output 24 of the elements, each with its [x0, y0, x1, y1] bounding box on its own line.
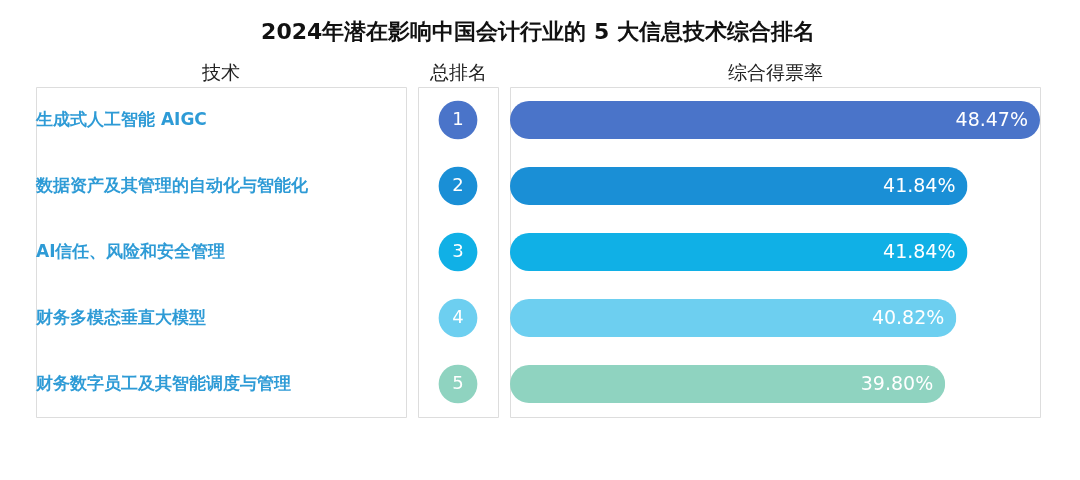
text: 3 — [452, 240, 464, 261]
bar — [510, 299, 957, 337]
text: 2 — [452, 174, 464, 195]
y-tick-label: AI信任、风险和安全管理 — [36, 241, 226, 261]
text: 5 — [452, 372, 464, 393]
y-tick-label: 财务多模态垂直大模型 — [35, 307, 206, 327]
data-label: 40.82% — [871, 306, 945, 328]
text: 总排名 — [428, 61, 487, 83]
bar — [510, 101, 1040, 139]
data-label: 48.47% — [955, 108, 1028, 130]
text: 4 — [452, 306, 464, 327]
data-label: 39.80% — [860, 372, 934, 394]
y-tick-label: 财务数字员工及其智能调度与管理 — [35, 373, 291, 393]
y-tick-label: 生成式人工智能 AIGC — [35, 109, 207, 129]
text: 技术 — [201, 61, 240, 83]
bar — [510, 233, 968, 271]
text: 综合得票率 — [727, 61, 823, 83]
bar — [510, 365, 946, 403]
data-label: 41.84% — [883, 174, 956, 196]
data-label: 41.84% — [883, 240, 956, 262]
chart-title: 2024年潜在影响中国会计行业的 5 大信息技术综合排名 — [261, 18, 815, 44]
y-tick-label: 数据资产及其管理的自动化与智能化 — [35, 175, 309, 195]
bar — [510, 167, 968, 205]
text: 1 — [452, 108, 464, 129]
